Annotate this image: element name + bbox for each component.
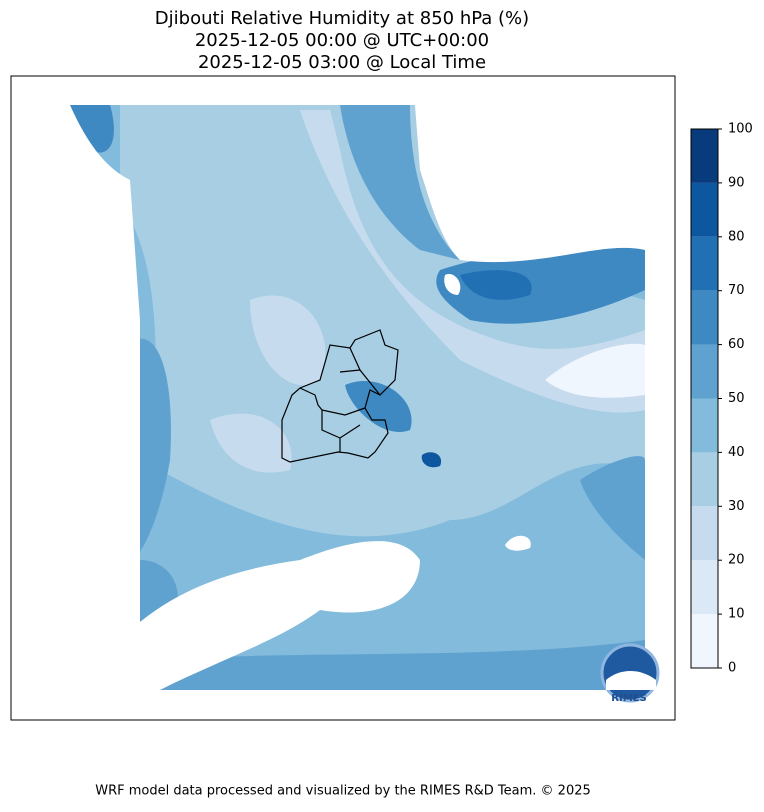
- contour: [421, 452, 442, 468]
- map-frame: [10, 75, 676, 721]
- colorbar-band: [691, 236, 718, 291]
- subtitle: 2025-12-05 00:00 @ UTC+00:00: [195, 30, 489, 51]
- colorbar-tick-label: 40: [728, 445, 745, 460]
- title: Djibouti Relative Humidity at 850 hPa (%…: [155, 8, 529, 29]
- colorbar-tick-label: 0: [728, 661, 736, 676]
- contour: [340, 105, 460, 260]
- humidity-field: [40, 105, 645, 690]
- colorbar: 0 10 20 30 40 50 60 70 80 90 100: [690, 122, 753, 676]
- colorbar-tick-label: 60: [728, 337, 745, 352]
- contour: [436, 230, 645, 324]
- contour: [580, 456, 645, 560]
- contour: [250, 295, 326, 386]
- logo: RIMES: [600, 643, 660, 704]
- colorbar-tick-label: 80: [728, 229, 745, 244]
- subtitle: 2025-12-05 03:00 @ Local Time: [198, 52, 486, 73]
- colorbar-band: [691, 506, 718, 561]
- colorbar-tick-label: 20: [728, 553, 745, 568]
- colorbar-band: [691, 452, 718, 507]
- contour: [190, 110, 645, 473]
- colorbar-tick-label: 100: [728, 122, 753, 137]
- colorbar-band: [691, 398, 718, 453]
- colorbar-band: [691, 182, 718, 237]
- colorbar-tick-label: 90: [728, 175, 745, 190]
- footer: WRF model data processed and visualized …: [95, 784, 591, 799]
- colorbar-band: [691, 129, 718, 183]
- contour: [460, 270, 532, 300]
- contour: [545, 343, 645, 398]
- colorbar-tick-label: 70: [728, 283, 745, 298]
- logo-wave: [606, 671, 656, 690]
- colorbar-band: [691, 614, 718, 668]
- colorbar-band: [691, 290, 718, 345]
- colorbar-band: [691, 344, 718, 399]
- colorbar-band: [691, 560, 718, 615]
- colorbar-tick-label: 10: [728, 607, 745, 622]
- colorbar-tick-label: 50: [728, 391, 745, 406]
- colorbar-tick-label: 30: [728, 499, 745, 514]
- country-border: [281, 329, 399, 463]
- missing-data: [40, 105, 645, 690]
- logo-text: RIMES: [611, 693, 646, 704]
- contour: [160, 640, 645, 690]
- contour: [345, 381, 412, 432]
